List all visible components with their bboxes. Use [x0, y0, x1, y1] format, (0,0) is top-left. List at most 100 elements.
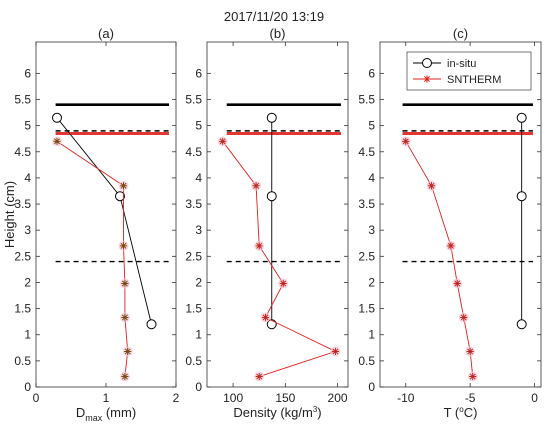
- chart-panel-2: 0 0.5 1 1.5 2 2.5 3 3.5 4 4.5 5 5.5 6 100 150 200 (b) Den…: [185, 26, 349, 420]
- y-tick-label: 2: [195, 275, 202, 289]
- sntherm-point-marker: [53, 137, 61, 145]
- y-tick-label: 0: [368, 380, 375, 394]
- y-tick-label: 4.5: [358, 145, 375, 159]
- y-tick-label: 1.5: [14, 302, 31, 316]
- sntherm-series-line: [405, 141, 474, 377]
- sntherm-point: [119, 312, 130, 323]
- y-tick-label: 4: [24, 171, 31, 185]
- sntherm-point-marker: [121, 279, 129, 288]
- sntherm-point-marker: [427, 182, 436, 190]
- sntherm-point-marker: [402, 137, 410, 145]
- y-tick-label: 3: [24, 223, 31, 237]
- y-tick-label: 2: [368, 275, 375, 289]
- x-tick-label: 150: [275, 391, 295, 405]
- sntherm-point: [52, 136, 62, 147]
- sntherm-point: [330, 346, 341, 357]
- sntherm-point-marker: [460, 313, 468, 322]
- y-tick-label: 0.5: [14, 354, 31, 368]
- sntherm-point: [458, 312, 469, 323]
- y-tick-label: 1: [24, 328, 31, 342]
- y-tick-label: 2.5: [185, 249, 202, 263]
- y-tick-label: 3.5: [358, 197, 375, 211]
- legend-item: SNTHERM: [413, 74, 501, 86]
- sntherm-point-marker: [453, 279, 461, 288]
- x-tick-label: 1: [103, 391, 110, 405]
- sntherm-point: [119, 278, 130, 289]
- sntherm-point-marker: [124, 347, 132, 356]
- sntherm-point-marker: [219, 137, 227, 145]
- y-tick-label: 5.5: [14, 93, 31, 107]
- y-tick-label: 1: [368, 328, 375, 342]
- sntherm-point-marker: [261, 313, 270, 322]
- sntherm-point: [217, 136, 228, 147]
- insitu-point: [266, 112, 277, 123]
- sntherm-point: [119, 371, 130, 382]
- x-tick-label: 0: [33, 391, 40, 405]
- sntherm-point: [467, 371, 478, 382]
- chart-panels: 0 0.5 1 1.5 2 2.5 3 3.5 4 4.5 5 5.5 6 0 1 2 (a) Dmax (mm)…: [2, 26, 542, 423]
- y-tick-label: 0.5: [185, 354, 202, 368]
- sntherm-point-marker: [121, 372, 129, 381]
- y-tick-label: 5: [195, 119, 202, 133]
- sntherm-point: [400, 136, 411, 147]
- y-tick-label: 5: [24, 119, 31, 133]
- insitu-point: [115, 191, 125, 202]
- sntherm-point-marker: [255, 372, 263, 381]
- insitu-point: [52, 112, 62, 123]
- axes-frame: [379, 41, 542, 388]
- y-tick-label: 4.5: [185, 145, 202, 159]
- y-tick-label: 4.5: [14, 145, 31, 159]
- sntherm-point: [260, 312, 271, 323]
- y-tick-label: 1.5: [185, 302, 202, 316]
- sntherm-point: [254, 371, 265, 382]
- sntherm-point-marker: [469, 372, 477, 381]
- sntherm-point-marker: [252, 182, 260, 190]
- sntherm-point-marker: [466, 347, 474, 356]
- chart-panel-3: 0 0.5 1 1.5 2 2.5 3 3.5 4 4.5 5 5.5 6 -10 -5 0 (c) T (oC): [358, 26, 542, 420]
- insitu-point: [516, 191, 527, 202]
- sntherm-series-line: [56, 140, 129, 377]
- sntherm-point: [118, 240, 129, 251]
- legend-circle-marker: [422, 58, 432, 68]
- figure-suptitle: 2017/11/20 13:19: [224, 9, 324, 24]
- y-tick-label: 0: [24, 380, 31, 394]
- sntherm-point-marker: [447, 242, 455, 250]
- x-tick-label: -5: [465, 391, 476, 405]
- x-axis-label: Dmax (mm): [76, 405, 136, 423]
- sntherm-point-marker: [255, 242, 263, 250]
- y-tick-label: 0.5: [358, 354, 375, 368]
- sntherm-point: [465, 346, 476, 357]
- y-tick-label: 6: [195, 66, 202, 80]
- y-tick-label: 5.5: [358, 93, 375, 107]
- y-tick-label: 5.5: [185, 93, 202, 107]
- sntherm-point-marker: [121, 313, 129, 322]
- sntherm-point-marker: [119, 182, 128, 190]
- y-axis-label: Height (cm): [2, 181, 17, 248]
- y-tick-label: 4: [195, 171, 202, 185]
- y-tick-label: 3.5: [14, 197, 31, 211]
- insitu-point: [146, 319, 157, 330]
- sntherm-point: [251, 180, 262, 191]
- insitu-point: [516, 112, 527, 123]
- panel-title: (b): [270, 26, 286, 41]
- sntherm-point: [452, 278, 463, 289]
- y-tick-label: 3.5: [185, 197, 202, 211]
- x-tick-label: 2: [173, 391, 180, 405]
- x-tick-label: 100: [223, 391, 243, 405]
- y-tick-label: 0: [195, 380, 202, 394]
- chart-panel-1: 0 0.5 1 1.5 2 2.5 3 3.5 4 4.5 5 5.5 6 0 1 2 (a) Dmax (mm)…: [2, 26, 180, 423]
- y-tick-label: 4: [368, 171, 375, 185]
- y-tick-label: 1.5: [358, 302, 375, 316]
- panel-title: (c): [453, 26, 468, 41]
- sntherm-point-marker: [279, 279, 287, 288]
- y-tick-label: 1: [195, 328, 202, 342]
- y-tick-label: 3: [195, 223, 202, 237]
- x-tick-label: 200: [328, 391, 348, 405]
- panel-title: (a): [98, 26, 114, 41]
- y-tick-label: 2.5: [358, 249, 375, 263]
- insitu-point: [516, 319, 527, 330]
- sntherm-point: [278, 278, 289, 289]
- y-tick-label: 2: [24, 275, 31, 289]
- insitu-point: [266, 191, 277, 202]
- sntherm-series-line: [222, 141, 337, 377]
